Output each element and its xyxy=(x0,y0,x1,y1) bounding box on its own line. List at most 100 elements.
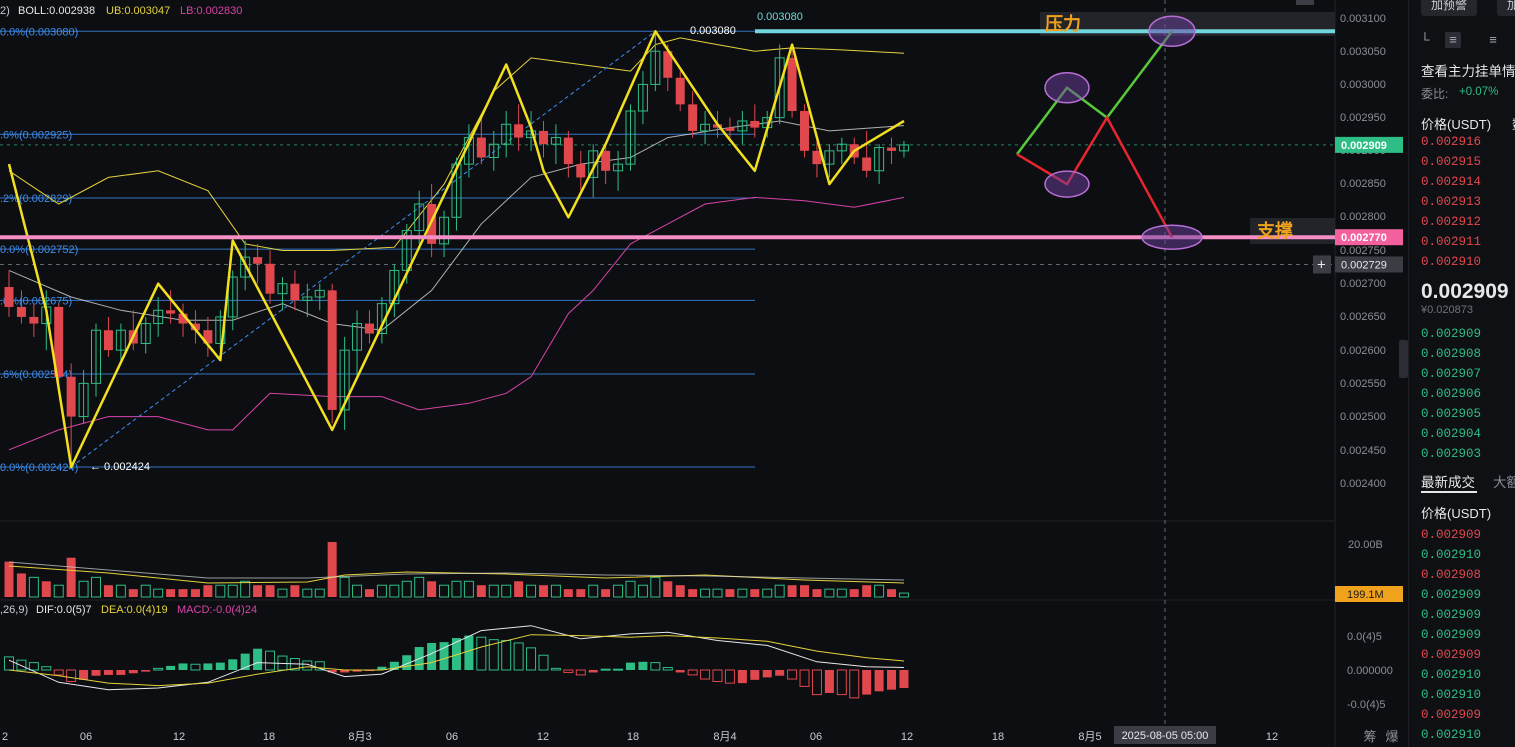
large-trades-tab[interactable]: 大额 xyxy=(1493,475,1515,490)
volume-bar xyxy=(302,588,313,598)
trade-row[interactable]: 0.002909 xyxy=(1421,648,1482,662)
macd-histogram-bar xyxy=(91,670,101,676)
trade-row[interactable]: 0.002909 xyxy=(1421,588,1482,602)
candle-body xyxy=(824,150,835,165)
price-axis-tick: 0.003050 xyxy=(1340,46,1386,58)
macd-histogram-bar xyxy=(476,636,487,671)
macd-histogram-bar xyxy=(464,635,474,670)
projection-bearish-path xyxy=(1016,115,1174,238)
candle-body xyxy=(737,120,748,132)
trade-row[interactable]: 0.002909 xyxy=(1421,628,1482,642)
crosshair-time-tag-text: 2025-08-05 05:00 xyxy=(1122,730,1209,742)
high-price-label: 0.003080 xyxy=(690,25,736,37)
time-axis-tick: 8月4 xyxy=(713,731,736,743)
volume-bar xyxy=(339,576,350,598)
trade-row[interactable]: 0.002910 xyxy=(1421,728,1482,742)
time-axis-tick: 2 xyxy=(2,731,8,743)
macd-histogram-bar xyxy=(340,670,350,673)
ask-price-row[interactable]: 0.002910 xyxy=(1421,255,1482,269)
macd-histogram-bar xyxy=(314,661,325,671)
support-zone xyxy=(1250,218,1335,244)
candle-body xyxy=(352,323,363,351)
candle-body xyxy=(476,137,486,158)
kline-chart[interactable]: 0.0%(0.003080) .6%(0.002925) .2%(0.002829)… xyxy=(0,0,1408,747)
volume-bar xyxy=(812,589,822,597)
trade-row[interactable]: 0.002910 xyxy=(1421,688,1482,702)
candle-body xyxy=(625,110,636,165)
add-alert-button[interactable]: 加预警 xyxy=(1421,0,1478,16)
wave-zigzag-line xyxy=(7,30,905,469)
chart-canvas[interactable]: 0.0%(0.003080) .6%(0.002925) .2%(0.002829)… xyxy=(0,0,1408,747)
trades-tab[interactable]: 最新成交 xyxy=(1421,475,1475,490)
volume-bar xyxy=(78,580,89,598)
volume-bar xyxy=(28,576,39,598)
time-axis-tick: 06 xyxy=(810,731,822,743)
order-panel: 加预警 加 └ ≡ ≡ 查看主力挂单情 委比: +0.07% 价格(USDT) … xyxy=(1408,0,1515,747)
bid-price-row[interactable]: 0.002906 xyxy=(1421,387,1482,401)
ask-price-row[interactable]: 0.002912 xyxy=(1421,215,1482,229)
macd-histogram-bar xyxy=(352,670,362,672)
price-header: 价格(USDT) xyxy=(1421,117,1492,132)
volume-bar xyxy=(898,592,909,598)
candle-body xyxy=(66,376,76,417)
volume-bar xyxy=(887,589,897,597)
ratio-value: +0.07% xyxy=(1459,86,1499,98)
macd-histogram-bar xyxy=(799,669,810,687)
volume-bar xyxy=(253,585,263,597)
macd-histogram-bar xyxy=(899,670,909,689)
bid-price-row[interactable]: 0.002903 xyxy=(1421,447,1482,461)
target-zone-ellipse xyxy=(1044,72,1090,104)
macd-histogram-bar xyxy=(128,670,138,674)
bid-price-row[interactable]: 0.002907 xyxy=(1421,367,1482,381)
candle-body xyxy=(91,329,102,384)
trade-row[interactable]: 0.002908 xyxy=(1421,568,1482,582)
bid-price-row[interactable]: 0.002909 xyxy=(1421,327,1482,341)
orderbook-both-icon[interactable]: └ xyxy=(1420,32,1430,47)
ask-price-row[interactable]: 0.002915 xyxy=(1421,155,1482,169)
fib-level-label: .2%(0.002829) xyxy=(0,193,72,205)
ask-price-row[interactable]: 0.002916 xyxy=(1421,135,1482,149)
macd-histogram-bar xyxy=(700,669,711,680)
time-axis-tick: 18 xyxy=(627,731,639,743)
macd-histogram-bar xyxy=(613,668,624,671)
macd-histogram-bar xyxy=(849,669,860,699)
ask-price-row[interactable]: 0.002914 xyxy=(1421,175,1482,189)
macd-histogram-bar xyxy=(166,665,176,670)
tab-underline xyxy=(1421,491,1477,493)
target-zone-ellipse xyxy=(1148,15,1196,48)
volume-current-tag xyxy=(1335,586,1403,602)
orderbook-title[interactable]: 查看主力挂单情 xyxy=(1421,64,1515,79)
orderbook-asks-icon[interactable]: ≡ xyxy=(1489,32,1497,47)
fib-trend-line xyxy=(70,30,656,468)
price-axis-tick: 0.002650 xyxy=(1340,311,1386,323)
macd-histogram-bar xyxy=(377,666,387,670)
ask-price-row[interactable]: 0.002913 xyxy=(1421,195,1482,209)
volume-bar xyxy=(190,589,200,597)
candle-body xyxy=(862,157,872,171)
orderbook-bids-icon[interactable]: ≡ xyxy=(1445,32,1461,48)
bid-price-row[interactable]: 0.002905 xyxy=(1421,407,1482,421)
trade-row[interactable]: 0.002909 xyxy=(1421,608,1482,622)
candle-body xyxy=(227,276,238,318)
macd-histogram-bar xyxy=(141,670,151,672)
panel-collapse-handle[interactable] xyxy=(1399,340,1408,378)
volume-bar xyxy=(625,580,636,598)
trade-row[interactable]: 0.002910 xyxy=(1421,668,1482,682)
candle-body xyxy=(874,147,885,172)
trade-row[interactable]: 0.002910 xyxy=(1421,548,1482,562)
candle-body xyxy=(675,77,685,105)
macd-histogram-bar xyxy=(41,666,52,671)
bid-price-row[interactable]: 0.002904 xyxy=(1421,427,1482,441)
macd-histogram-bar xyxy=(563,669,574,673)
trade-row[interactable]: 0.002909 xyxy=(1421,528,1482,542)
time-axis-tick: 8月3 xyxy=(348,731,371,743)
trade-row[interactable]: 0.002909 xyxy=(1421,708,1482,722)
ask-price-row[interactable]: 0.002911 xyxy=(1421,235,1482,249)
macd-histogram-bar xyxy=(750,670,760,680)
add-button[interactable]: 加 xyxy=(1497,0,1515,16)
bid-price-row[interactable]: 0.002908 xyxy=(1421,347,1482,361)
price-axis-tick: 0.002400 xyxy=(1340,478,1386,490)
macd-histogram-bar xyxy=(228,659,238,670)
volume-bar xyxy=(762,588,773,598)
candle-body xyxy=(290,283,300,301)
